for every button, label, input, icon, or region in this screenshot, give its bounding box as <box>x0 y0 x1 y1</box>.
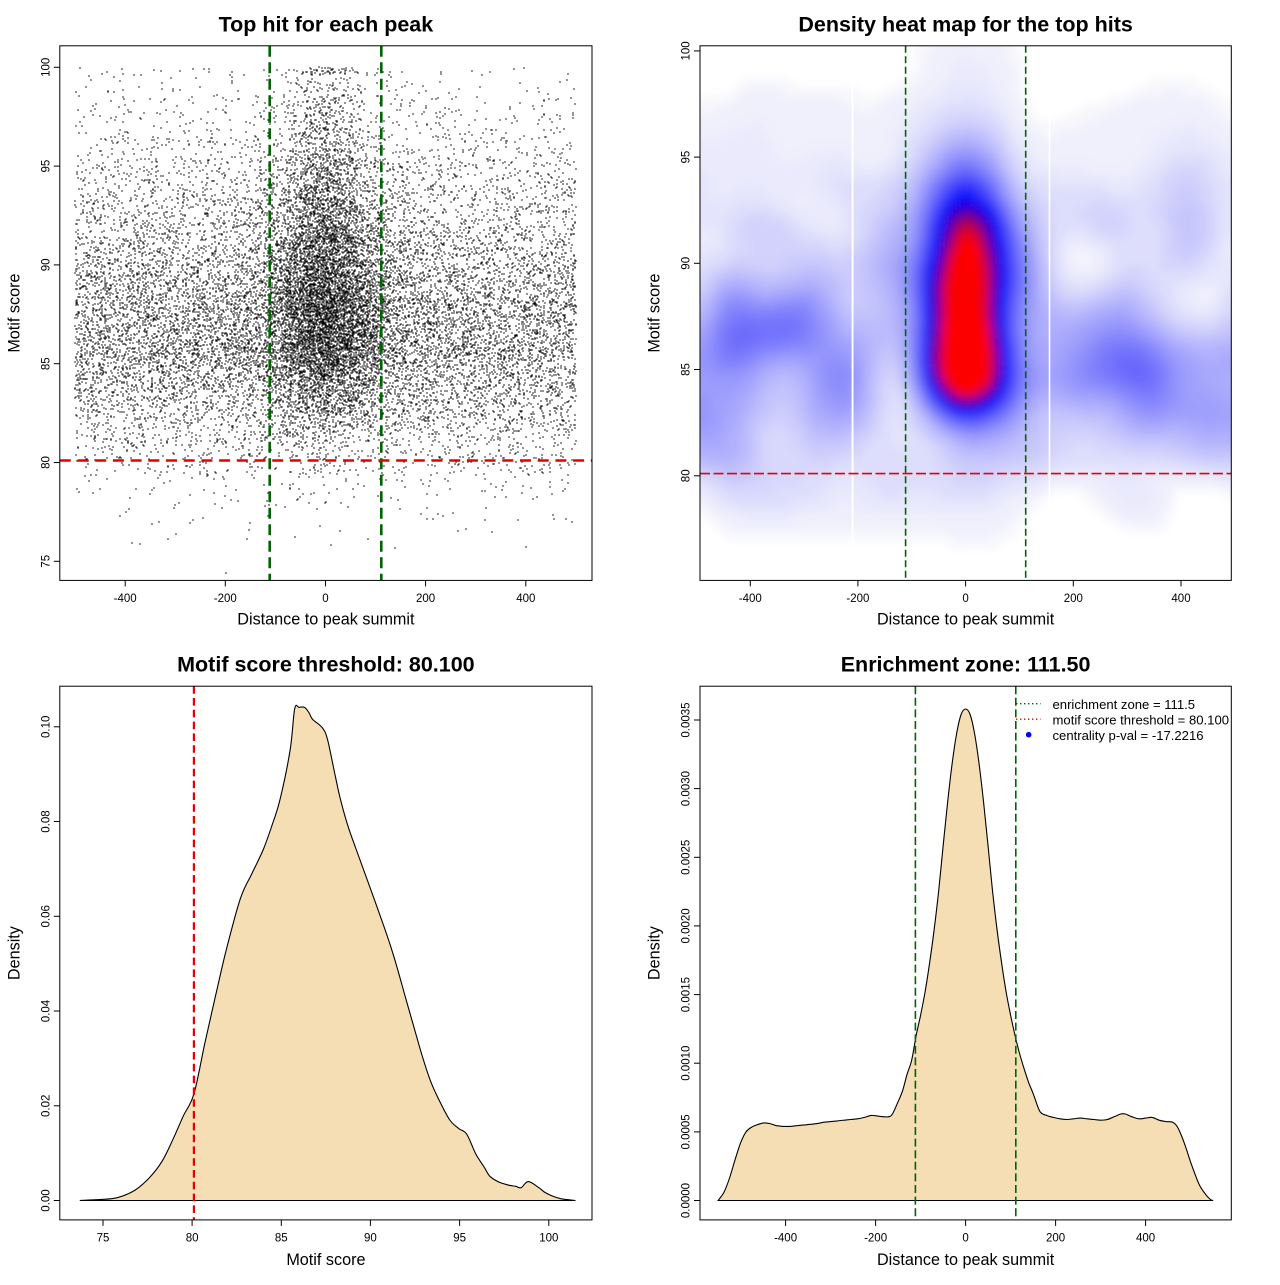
svg-text:Distance to peak summit: Distance to peak summit <box>877 1251 1055 1269</box>
svg-text:0.0015: 0.0015 <box>681 977 693 1012</box>
svg-text:Motif score: Motif score <box>286 1251 365 1269</box>
svg-text:0.0030: 0.0030 <box>681 771 693 806</box>
svg-text:Distance to peak summit: Distance to peak summit <box>237 611 415 629</box>
svg-text:85: 85 <box>40 357 52 370</box>
svg-text:75: 75 <box>40 555 52 568</box>
svg-text:Distance to peak summit: Distance to peak summit <box>877 611 1055 629</box>
svg-text:0.08: 0.08 <box>40 810 52 832</box>
svg-text:200: 200 <box>416 593 435 605</box>
svg-text:-400: -400 <box>114 593 137 605</box>
svg-text:Motif score: Motif score <box>646 274 664 353</box>
svg-text:75: 75 <box>97 1233 110 1245</box>
svg-text:0.0035: 0.0035 <box>681 702 693 737</box>
svg-text:100: 100 <box>681 41 693 60</box>
svg-text:Density: Density <box>6 925 24 980</box>
svg-text:100: 100 <box>539 1233 558 1245</box>
svg-text:90: 90 <box>681 257 693 270</box>
svg-text:95: 95 <box>40 160 52 173</box>
svg-text:400: 400 <box>1136 1233 1155 1245</box>
svg-text:0.0000: 0.0000 <box>681 1183 693 1218</box>
svg-text:0.06: 0.06 <box>40 905 52 927</box>
svg-text:95: 95 <box>453 1233 466 1245</box>
svg-text:90: 90 <box>364 1233 377 1245</box>
svg-text:200: 200 <box>1046 1233 1065 1245</box>
svg-text:0.0020: 0.0020 <box>681 908 693 943</box>
svg-text:400: 400 <box>516 593 535 605</box>
svg-text:Motif score: Motif score <box>6 274 24 353</box>
svg-text:0: 0 <box>322 593 328 605</box>
svg-text:0.04: 0.04 <box>40 999 52 1022</box>
svg-text:80: 80 <box>40 456 52 469</box>
svg-text:-400: -400 <box>774 1233 797 1245</box>
svg-text:0.00: 0.00 <box>40 1189 52 1211</box>
svg-text:centrality p-val = -17.2216: centrality p-val = -17.2216 <box>1053 728 1204 743</box>
svg-text:400: 400 <box>1171 593 1190 605</box>
svg-text:85: 85 <box>681 363 693 376</box>
svg-text:100: 100 <box>40 58 52 77</box>
svg-text:0.10: 0.10 <box>40 716 52 738</box>
svg-text:85: 85 <box>275 1233 288 1245</box>
svg-text:Top hit for each peak: Top hit for each peak <box>219 12 434 36</box>
svg-text:90: 90 <box>40 259 52 272</box>
svg-text:200: 200 <box>1064 593 1083 605</box>
svg-text:0.0025: 0.0025 <box>681 840 693 875</box>
svg-text:80: 80 <box>186 1233 199 1245</box>
svg-text:motif score threshold = 80.100: motif score threshold = 80.100 <box>1053 712 1230 727</box>
svg-text:Density heat map for the top h: Density heat map for the top hits <box>798 12 1133 36</box>
svg-text:enrichment zone = 111.5: enrichment zone = 111.5 <box>1053 697 1196 712</box>
svg-text:0.02: 0.02 <box>40 1095 52 1117</box>
svg-text:0.0005: 0.0005 <box>681 1114 693 1149</box>
svg-text:95: 95 <box>681 151 693 164</box>
svg-text:-400: -400 <box>739 593 762 605</box>
svg-text:Enrichment zone: 111.50: Enrichment zone: 111.50 <box>841 652 1091 676</box>
svg-text:Density: Density <box>646 925 664 980</box>
svg-text:-200: -200 <box>864 1233 887 1245</box>
svg-text:-200: -200 <box>846 593 869 605</box>
svg-text:0: 0 <box>962 1233 968 1245</box>
svg-text:0.0010: 0.0010 <box>681 1046 693 1081</box>
svg-text:0: 0 <box>962 593 968 605</box>
svg-text:80: 80 <box>681 469 693 482</box>
svg-text:Motif score threshold: 80.100: Motif score threshold: 80.100 <box>177 652 475 676</box>
svg-text:-200: -200 <box>214 593 237 605</box>
